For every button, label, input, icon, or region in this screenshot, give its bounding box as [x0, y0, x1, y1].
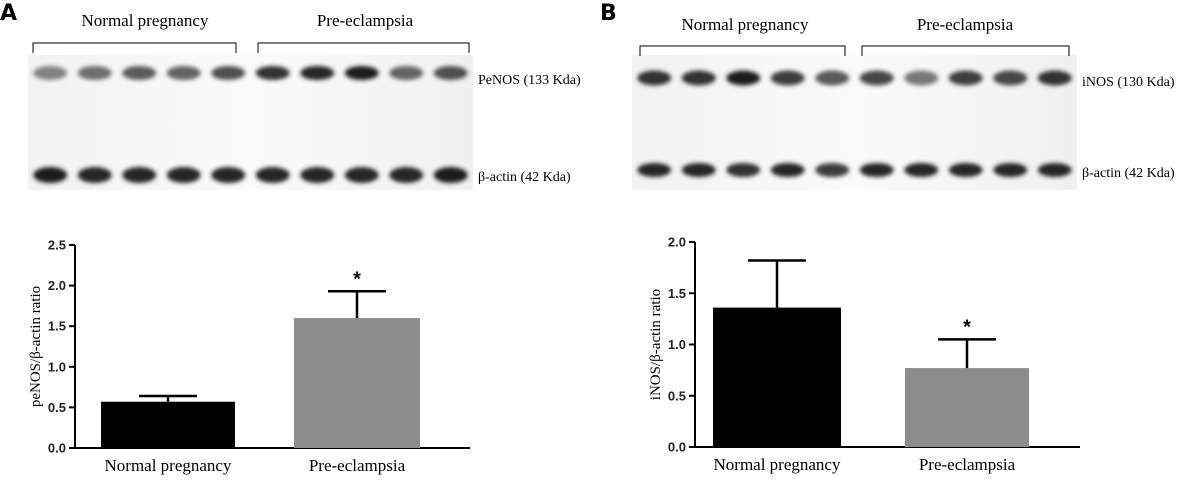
blot-b-target-label: iNOS (130 Kda): [1082, 75, 1175, 90]
blot-band: [993, 70, 1028, 86]
blot-band: [122, 66, 157, 80]
blot-band: [255, 66, 290, 80]
blot-band: [211, 66, 246, 80]
blot-a-target-bands: [33, 66, 468, 80]
bar: [294, 318, 420, 448]
bar: [101, 401, 235, 448]
blot-a-actin-bands: [33, 167, 468, 183]
blot-band: [859, 70, 894, 86]
panel-b: B Normal pregnancy Pre-eclampsia iNOS (1…: [600, 1, 1175, 474]
blot-band: [33, 66, 68, 80]
blot-band: [77, 66, 112, 80]
blot-b-group-preeclampsia: Pre-eclampsia: [917, 15, 1014, 34]
y-axis-title: peNOS/β-actin ratio: [28, 286, 44, 407]
blot-band: [637, 163, 672, 177]
y-tick-label: 2.0: [48, 278, 66, 293]
bar: [713, 307, 841, 447]
blot-band: [726, 70, 761, 86]
y-tick-label: 1.0: [668, 337, 686, 352]
blot-band: [344, 167, 379, 183]
y-tick-label: 0.5: [668, 388, 686, 403]
category-label: Pre-eclampsia: [309, 456, 406, 475]
blot-band: [948, 163, 983, 177]
blot-band: [815, 163, 850, 177]
category-label: Normal pregnancy: [714, 455, 841, 474]
panel-b-letter: B: [600, 1, 617, 26]
blot-band: [166, 66, 201, 80]
category-label: Normal pregnancy: [105, 456, 232, 475]
blot-b-actin-label: β-actin (42 Kda): [1082, 166, 1175, 181]
blot-band: [904, 163, 939, 177]
bar: [905, 368, 1029, 447]
blot-band: [122, 167, 157, 183]
y-tick-label: 0.0: [668, 440, 686, 455]
blot-band: [77, 167, 112, 183]
blot-band: [770, 163, 805, 177]
y-tick-label: 0.5: [48, 400, 66, 415]
y-tick-label: 2.5: [48, 238, 66, 253]
blot-a-group-normal: Normal pregnancy: [82, 11, 209, 30]
blot-b-bracket-preeclampsia: [861, 45, 1070, 56]
blot-band: [904, 70, 939, 86]
blot-band: [211, 167, 246, 183]
blot-band: [681, 70, 716, 86]
blot-a-bracket-normal: [32, 42, 237, 53]
category-label: Pre-eclampsia: [919, 455, 1016, 474]
blot-a-target-label: PeNOS (133 Kda): [478, 73, 581, 88]
blot-band: [166, 167, 201, 183]
panel-a: A Normal pregnancy Pre-eclampsia PeNOS (…: [0, 1, 581, 475]
panel-a-letter: A: [0, 1, 17, 26]
blot-band: [389, 66, 424, 80]
blot-band: [1037, 70, 1072, 86]
blot-a-group-preeclampsia: Pre-eclampsia: [317, 11, 414, 30]
blot-band: [815, 70, 850, 86]
significance-marker: *: [353, 268, 361, 290]
blot-band: [33, 167, 68, 183]
y-tick-label: 2.0: [668, 235, 686, 250]
y-tick-label: 1.5: [48, 319, 66, 334]
blot-band: [344, 66, 379, 80]
blot-band: [433, 167, 468, 183]
blot-band: [726, 163, 761, 177]
significance-marker: *: [963, 316, 971, 338]
blot-b-group-normal: Normal pregnancy: [682, 15, 809, 34]
blot-band: [255, 167, 290, 183]
bar-chart-b: 0.0 0.5 1.0 1.5 2.0 iNOS/β-actin ratio Normal …: [648, 235, 1080, 474]
blot-band: [770, 70, 805, 86]
blot-band: [1037, 163, 1072, 177]
y-axis-title: iNOS/β-actin ratio: [648, 289, 664, 400]
blot-band: [300, 66, 335, 80]
y-tick-label: 0.0: [48, 441, 66, 456]
blot-b-bracket-normal: [639, 45, 846, 56]
blot-band: [948, 70, 983, 86]
blot-band: [637, 70, 672, 86]
blot-band: [300, 167, 335, 183]
blot-band: [433, 66, 468, 80]
blot-b-target-bands: [637, 70, 1072, 86]
western-blot-b: Normal pregnancy Pre-eclampsia iNOS (130…: [632, 15, 1175, 190]
blot-band: [389, 167, 424, 183]
blot-a-bracket-preeclampsia: [257, 42, 470, 53]
blot-a-actin-label: β-actin (42 Kda): [478, 170, 571, 185]
western-blot-a: Normal pregnancy Pre-eclampsia PeNOS (13…: [28, 11, 581, 190]
blot-b-actin-bands: [637, 163, 1072, 177]
y-tick-label: 1.5: [668, 286, 686, 301]
y-tick-label: 1.0: [48, 359, 66, 374]
bar-chart-a: 0.0 0.5 1.0 1.5 2.0 2.5 peNOS/β-actin ratio Nor…: [28, 238, 470, 475]
blot-band: [993, 163, 1028, 177]
blot-band: [681, 163, 716, 177]
blot-band: [859, 163, 894, 177]
